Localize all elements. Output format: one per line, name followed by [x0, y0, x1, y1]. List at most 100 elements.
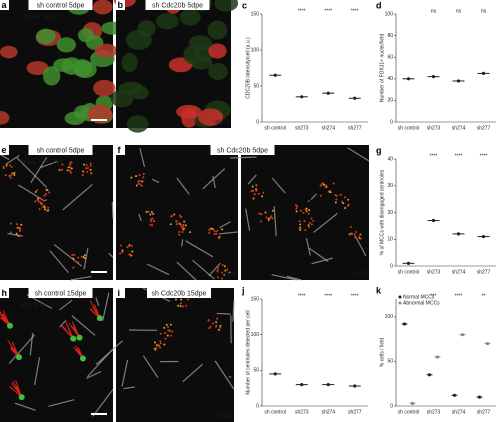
- x-tick-label: sh277: [477, 125, 491, 131]
- centriole: [69, 169, 72, 172]
- centriole: [221, 228, 224, 231]
- cell-junction: [247, 174, 257, 185]
- significance: ****: [455, 293, 463, 299]
- x-tick-label: sh274: [452, 269, 466, 275]
- significance: ***: [431, 293, 437, 299]
- cell: [179, 9, 201, 26]
- centriole: [61, 163, 64, 166]
- y-tick-label: 40: [387, 156, 393, 162]
- centriole: [89, 168, 92, 171]
- x-tick-label: sh277: [477, 409, 491, 415]
- centriole: [163, 343, 166, 346]
- cell-junction: [142, 355, 159, 378]
- cell: [176, 104, 202, 119]
- centriole: [119, 252, 122, 255]
- stain-label: FOP: [20, 302, 31, 308]
- y-tick-label: 40: [387, 76, 393, 82]
- mean-point: [300, 95, 304, 99]
- panel-letter-box: [0, 145, 9, 155]
- centriole: [159, 340, 162, 343]
- mean-point: [353, 384, 357, 388]
- cell-junction: [123, 386, 135, 390]
- centriole: [11, 172, 14, 175]
- centriole: [347, 198, 350, 201]
- cell-junction: [182, 363, 204, 383]
- centriole: [183, 220, 186, 223]
- centriole: [218, 235, 221, 238]
- construct-tag: sh274: [218, 413, 232, 419]
- cell-junction: [34, 357, 41, 386]
- centriole: [353, 233, 356, 236]
- mean-point: [410, 401, 415, 405]
- centriole: [170, 214, 173, 217]
- cell: [110, 89, 134, 108]
- centriole: [166, 334, 169, 337]
- significance: ****: [351, 293, 359, 299]
- x-tick-label: sh274: [321, 125, 335, 131]
- panel-letter: j: [241, 285, 245, 295]
- basal-bodies: [96, 315, 103, 322]
- centriole: [265, 216, 268, 219]
- centriole: [329, 189, 332, 192]
- centriole: [135, 175, 138, 178]
- centriole: [208, 229, 211, 232]
- centriole: [258, 212, 261, 215]
- y-tick-label: 0: [390, 263, 393, 269]
- panel-letter-box: [116, 145, 125, 155]
- centriole: [305, 210, 308, 213]
- cell-junction: [139, 148, 146, 168]
- cell-junction: [219, 221, 231, 229]
- panel-letter: e: [2, 145, 7, 155]
- stain-label: FOP: [39, 159, 50, 165]
- cell-junction: [30, 157, 48, 184]
- y-axis-label: % of MCCs with disengaged centrioles: [379, 169, 385, 255]
- centriole: [165, 323, 168, 326]
- centriole: [307, 224, 310, 227]
- centriole: [45, 209, 48, 212]
- centriole: [299, 226, 302, 229]
- centriole: [223, 273, 226, 276]
- centriole: [182, 305, 185, 308]
- cell: [56, 37, 76, 53]
- centriole: [120, 244, 123, 247]
- centriole: [319, 184, 322, 187]
- cell-junction: [108, 252, 114, 258]
- centriole: [320, 183, 323, 186]
- panel-letter-box: [116, 288, 125, 298]
- centriole: [43, 208, 46, 211]
- legend-label: Abnormal MCCs: [403, 300, 440, 306]
- centriole: [223, 265, 226, 268]
- centriole: [9, 176, 12, 179]
- centriole: [359, 237, 362, 240]
- centriole: [213, 232, 216, 235]
- cell-junction: [121, 359, 129, 387]
- centriole: [213, 230, 216, 233]
- centriole: [215, 324, 218, 327]
- centriole: [81, 173, 84, 176]
- cell-junction: [286, 275, 302, 281]
- centriole: [332, 182, 335, 185]
- basal-bodies: [79, 355, 86, 362]
- cell-junction: [0, 153, 10, 161]
- significance: ****: [324, 8, 332, 14]
- centriole: [308, 209, 311, 212]
- y-tick-label: 30: [387, 183, 393, 189]
- centriole: [182, 228, 185, 231]
- centriole: [211, 228, 214, 231]
- centriole: [142, 172, 145, 175]
- centriole: [175, 298, 178, 301]
- centriole: [354, 236, 357, 239]
- centriole: [342, 202, 345, 205]
- cell: [0, 45, 18, 59]
- centriole: [84, 167, 87, 170]
- centriole: [302, 211, 305, 214]
- centriole: [312, 220, 315, 223]
- centriole: [299, 209, 302, 212]
- centriole: [45, 188, 48, 191]
- cell: [207, 20, 228, 40]
- mean-point: [326, 91, 330, 95]
- centriole: [180, 226, 183, 229]
- centriole: [175, 223, 178, 226]
- x-tick-label: sh274: [321, 409, 335, 415]
